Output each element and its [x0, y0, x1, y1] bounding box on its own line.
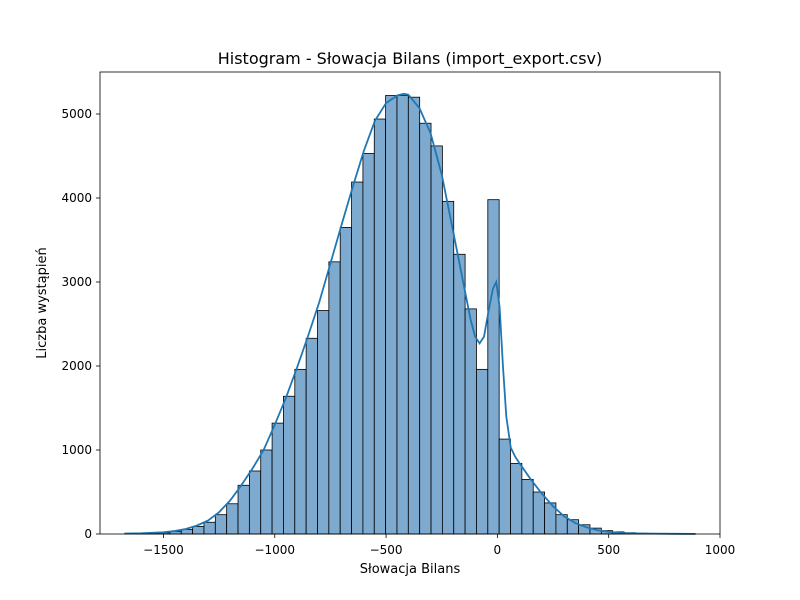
- kde-curve: [124, 92, 696, 535]
- y-tick-label: 1000: [61, 443, 92, 457]
- histogram-bar-25: [407, 96, 421, 535]
- histogram-bar-14: [283, 395, 296, 535]
- histogram-bar-13: [271, 422, 284, 535]
- histogram-bar-19: [339, 226, 352, 535]
- histogram-bar-32: [487, 199, 500, 535]
- y-axis-label: Liczba wystąpień: [35, 247, 50, 358]
- histogram-bar-33: [498, 438, 511, 535]
- histogram-bar-29: [453, 253, 466, 535]
- x-tick-label: 500: [597, 543, 620, 557]
- x-tick-label: −1000: [254, 543, 295, 557]
- histogram-bars: [124, 95, 696, 535]
- y-tick-label: 4000: [61, 191, 92, 205]
- histogram-bar-21: [362, 153, 375, 535]
- x-tick-label: −500: [370, 543, 403, 557]
- histogram-bar-8: [214, 514, 228, 535]
- histogram-bar-34: [510, 463, 523, 535]
- histogram-bar-22: [373, 118, 387, 535]
- x-tick-label: 0: [494, 543, 502, 557]
- x-axis-label: Słowacja Bilans: [360, 562, 461, 577]
- y-tick-label: 3000: [61, 275, 92, 289]
- histogram-bar-30: [464, 308, 477, 535]
- y-tick-label: 5000: [61, 107, 92, 121]
- histogram-bar-9: [226, 503, 239, 535]
- histogram-bar-10: [237, 484, 250, 535]
- histogram-bar-12: [260, 449, 273, 535]
- y-axis: 0 1000 2000 3000 4000 5000: [61, 107, 100, 541]
- histogram-bar-18: [328, 261, 341, 535]
- chart-title: Histogram - Słowacja Bilans (import_expo…: [218, 49, 603, 69]
- x-tick-label: −1500: [143, 543, 184, 557]
- y-tick-label: 2000: [61, 359, 92, 373]
- y-tick-label: 0: [84, 527, 92, 541]
- histogram-bar-31: [476, 368, 489, 535]
- histogram-bar-24: [396, 95, 409, 535]
- histogram-bar-36: [532, 491, 545, 535]
- histogram-bar-16: [305, 337, 318, 535]
- histogram-bar-20: [351, 181, 364, 535]
- histogram-bar-35: [521, 478, 534, 535]
- plot-frame: [99, 71, 721, 535]
- histogram-bar-6: [192, 526, 205, 535]
- histogram-bar-28: [441, 200, 455, 535]
- histogram-bar-26: [419, 122, 432, 535]
- x-axis: −1500 −1000 −500 0 500 1000: [143, 534, 735, 557]
- histogram-bar-11: [248, 470, 262, 535]
- histogram-bar-23: [385, 95, 398, 535]
- x-tick-label: 1000: [705, 543, 736, 557]
- histogram-bar-17: [317, 310, 330, 535]
- histogram-bar-15: [294, 368, 307, 535]
- histogram-bar-7: [203, 521, 216, 535]
- histogram-bar-27: [430, 145, 443, 535]
